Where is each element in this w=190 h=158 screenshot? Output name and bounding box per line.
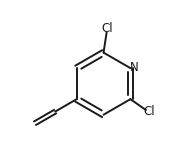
Text: Cl: Cl: [102, 22, 113, 35]
Text: Cl: Cl: [144, 105, 155, 118]
Text: N: N: [130, 61, 139, 74]
